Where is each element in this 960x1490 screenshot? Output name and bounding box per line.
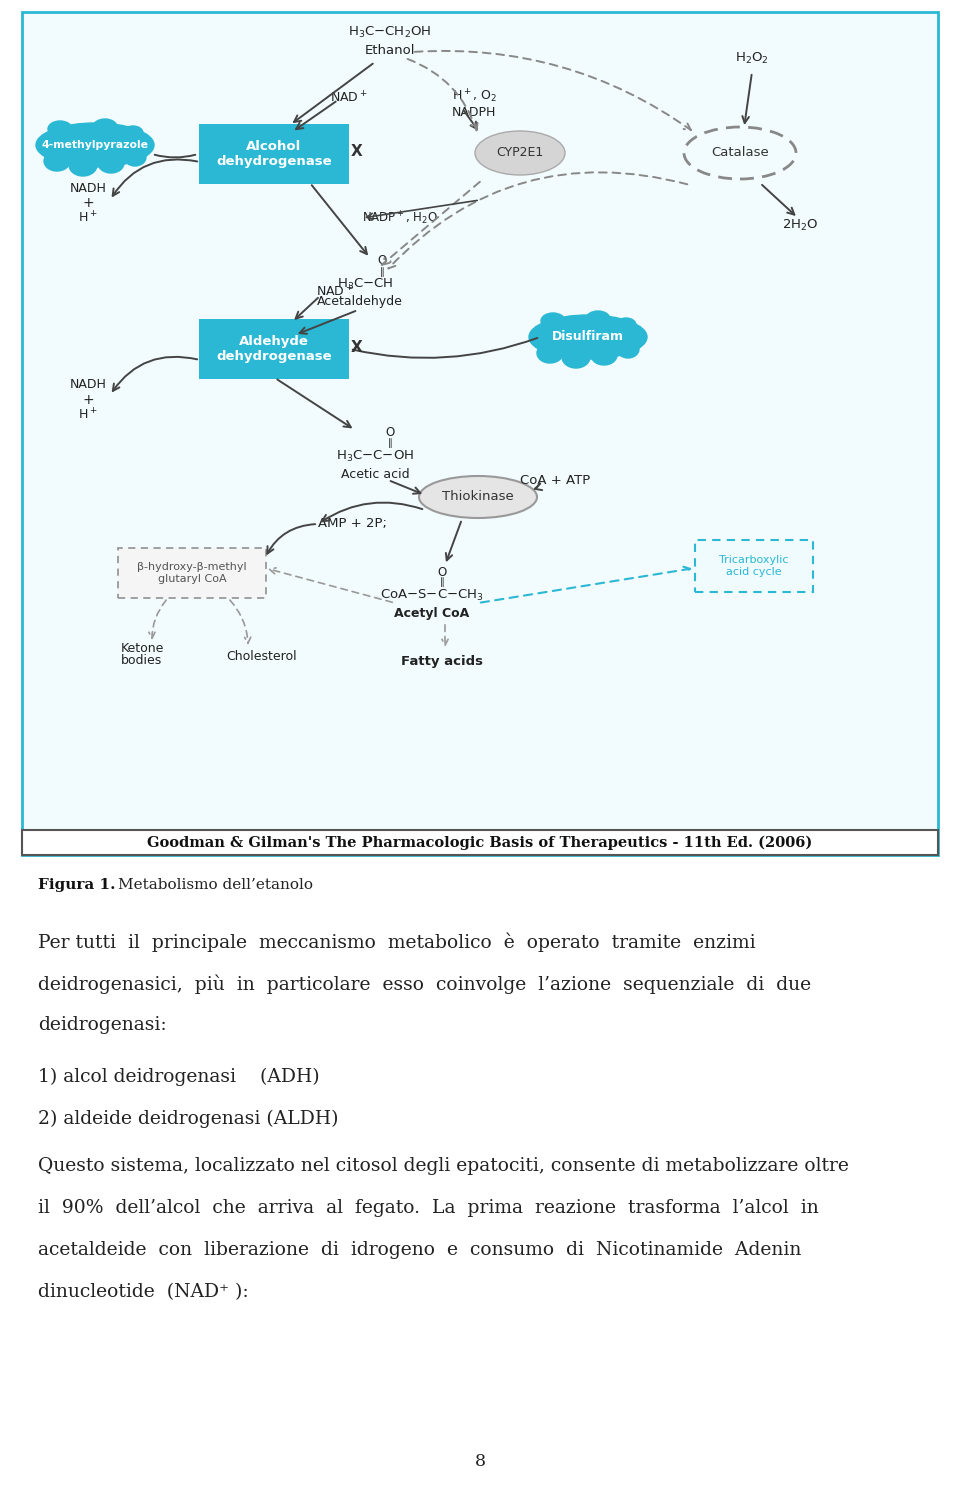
Text: Catalase: Catalase (711, 146, 769, 159)
Ellipse shape (562, 346, 590, 368)
Ellipse shape (616, 317, 636, 332)
Text: AMP + 2P;: AMP + 2P; (318, 517, 387, 530)
Text: Disulfiram: Disulfiram (552, 331, 624, 344)
Text: 8: 8 (474, 1454, 486, 1471)
Text: ∥: ∥ (440, 577, 444, 587)
Text: +: + (83, 197, 94, 210)
Ellipse shape (419, 475, 537, 519)
Text: 2H$_2$O: 2H$_2$O (781, 218, 818, 232)
Text: NADPH: NADPH (452, 106, 496, 119)
Text: acetaldeide  con  liberazione  di  idrogeno  e  consumo  di  Nicotinamide  Adeni: acetaldeide con liberazione di idrogeno … (38, 1241, 802, 1259)
FancyBboxPatch shape (199, 319, 349, 378)
Text: H$^+$: H$^+$ (78, 407, 98, 423)
Text: Alcohol
dehydrogenase: Alcohol dehydrogenase (216, 140, 332, 168)
Text: NADH: NADH (69, 378, 107, 392)
Text: 4-methylpyrazole: 4-methylpyrazole (41, 140, 149, 150)
Text: H$_2$O$_2$: H$_2$O$_2$ (735, 51, 769, 66)
Text: Acetyl CoA: Acetyl CoA (395, 608, 469, 620)
Text: H$_3$C$-$CH: H$_3$C$-$CH (337, 277, 394, 292)
Ellipse shape (617, 340, 639, 358)
Text: H$_3$C$-$C$-$OH: H$_3$C$-$C$-$OH (336, 448, 414, 463)
Ellipse shape (529, 314, 647, 359)
Text: Acetaldehyde: Acetaldehyde (317, 295, 403, 308)
Text: il  90%  dell’alcol  che  arriva  al  fegato.  La  prima  reazione  trasforma  l: il 90% dell’alcol che arriva al fegato. … (38, 1199, 819, 1217)
Text: Aldehyde
dehydrogenase: Aldehyde dehydrogenase (216, 335, 332, 364)
Ellipse shape (124, 148, 146, 165)
Ellipse shape (475, 131, 565, 174)
Text: H$_3$C$-$CH$_2$OH: H$_3$C$-$CH$_2$OH (348, 24, 432, 40)
Text: H$^+$, O$_2$: H$^+$, O$_2$ (452, 88, 497, 104)
Ellipse shape (591, 346, 617, 365)
Text: Questo sistema, localizzato nel citosol degli epatociti, consente di metabolizza: Questo sistema, localizzato nel citosol … (38, 1158, 849, 1176)
Ellipse shape (93, 119, 117, 136)
Text: Fatty acids: Fatty acids (401, 656, 483, 669)
Ellipse shape (586, 311, 610, 326)
Text: Tricarboxylic
acid cycle: Tricarboxylic acid cycle (719, 556, 789, 577)
Text: CoA + ATP: CoA + ATP (520, 474, 590, 487)
Text: +: + (83, 393, 94, 407)
Text: dinucleotide  (NAD⁺ ):: dinucleotide (NAD⁺ ): (38, 1283, 249, 1301)
Text: deidrogenasici,  più  in  particolare  esso  coinvolge  l’azione  sequenziale  d: deidrogenasici, più in particolare esso … (38, 974, 811, 994)
Text: H$^+$: H$^+$ (78, 210, 98, 225)
Text: CYP2E1: CYP2E1 (496, 146, 543, 159)
Ellipse shape (44, 150, 70, 171)
Text: Thiokinase: Thiokinase (443, 490, 514, 504)
Text: β-hydroxy-β-methyl
glutaryl CoA: β-hydroxy-β-methyl glutaryl CoA (137, 562, 247, 584)
Ellipse shape (98, 153, 124, 173)
Ellipse shape (36, 124, 154, 167)
Ellipse shape (537, 343, 563, 364)
Text: 1) alcol deidrogenasi    (ADH): 1) alcol deidrogenasi (ADH) (38, 1068, 320, 1086)
Text: Ethanol: Ethanol (365, 43, 416, 57)
Ellipse shape (48, 121, 72, 137)
Text: Acetic acid: Acetic acid (341, 468, 409, 480)
Text: O: O (385, 426, 395, 438)
Text: NAD$^+$: NAD$^+$ (330, 91, 368, 106)
Ellipse shape (123, 127, 143, 140)
Text: Per tutti  il  principale  meccanismo  metabolico  è  operato  tramite  enzimi: Per tutti il principale meccanismo metab… (38, 933, 756, 952)
Text: Goodman & Gilman's The Pharmacologic Basis of Therapeutics - 11th Ed. (2006): Goodman & Gilman's The Pharmacologic Bas… (148, 836, 812, 849)
FancyBboxPatch shape (199, 124, 349, 183)
Ellipse shape (541, 313, 565, 329)
Text: CoA$-$S$-$C$-$CH$_3$: CoA$-$S$-$C$-$CH$_3$ (380, 587, 484, 602)
Text: X: X (351, 145, 363, 159)
Text: O: O (438, 566, 446, 578)
Text: Metabolismo dell’etanolo: Metabolismo dell’etanolo (118, 878, 313, 893)
Bar (118, 548, 266, 597)
Ellipse shape (69, 153, 97, 176)
Text: NADP$^+$, H$_2$O: NADP$^+$, H$_2$O (362, 209, 438, 226)
Text: Figura 1.: Figura 1. (38, 878, 115, 893)
Text: Ketone: Ketone (120, 642, 164, 654)
Text: X: X (351, 340, 363, 355)
Text: deidrogenasi:: deidrogenasi: (38, 1016, 167, 1034)
Text: ∥: ∥ (379, 267, 384, 277)
Bar (22, 12, 938, 855)
Text: O: O (377, 253, 387, 267)
Text: NADH: NADH (69, 182, 107, 195)
Text: bodies: bodies (121, 654, 162, 666)
Text: NAD$^+$: NAD$^+$ (316, 285, 353, 299)
Text: 2) aldeide deidrogenasi (ALDH): 2) aldeide deidrogenasi (ALDH) (38, 1110, 339, 1128)
Bar (22, 830, 938, 855)
Bar (695, 539, 813, 592)
Text: ∥: ∥ (388, 438, 393, 448)
Text: Cholesterol: Cholesterol (227, 650, 298, 663)
